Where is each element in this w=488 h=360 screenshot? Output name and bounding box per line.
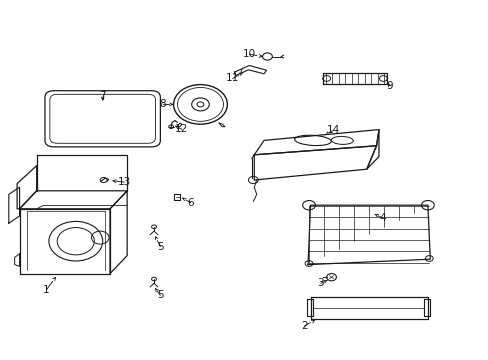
Text: 11: 11 bbox=[225, 73, 239, 84]
Text: 3: 3 bbox=[317, 278, 324, 288]
Text: 5: 5 bbox=[157, 290, 163, 300]
Text: 12: 12 bbox=[175, 124, 188, 134]
Text: 9: 9 bbox=[385, 81, 392, 91]
Text: 6: 6 bbox=[187, 198, 194, 208]
Text: 1: 1 bbox=[43, 285, 50, 295]
Text: 5: 5 bbox=[157, 242, 163, 252]
Text: 14: 14 bbox=[326, 125, 340, 135]
Text: 2: 2 bbox=[300, 321, 307, 331]
Text: 13: 13 bbox=[117, 177, 131, 187]
Text: 7: 7 bbox=[99, 91, 106, 102]
Text: 4: 4 bbox=[378, 213, 385, 223]
Text: 10: 10 bbox=[243, 49, 255, 59]
Text: 8: 8 bbox=[159, 99, 166, 109]
